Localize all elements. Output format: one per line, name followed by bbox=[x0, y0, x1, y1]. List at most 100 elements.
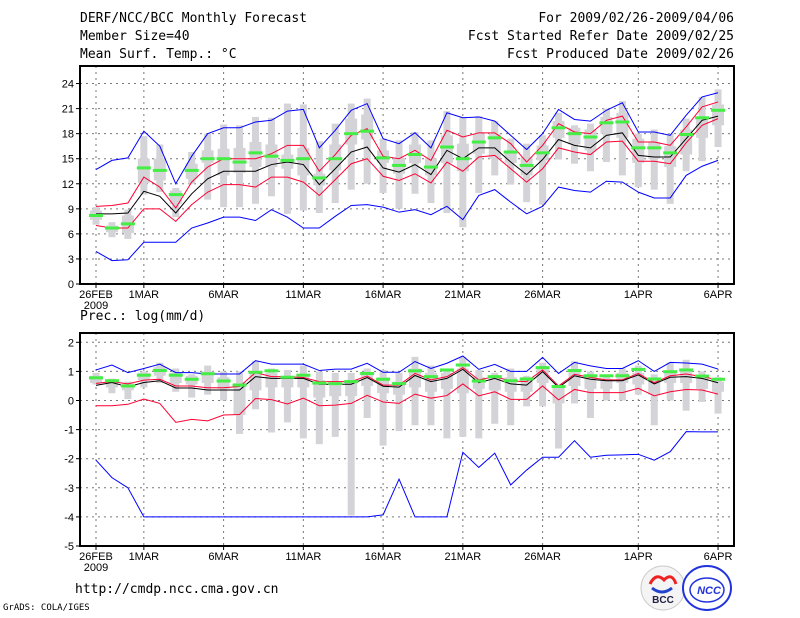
ensemble-range-bar bbox=[539, 362, 547, 407]
ensemble-range-bar bbox=[347, 103, 355, 190]
obs-mark bbox=[423, 165, 438, 169]
ensemble-box bbox=[265, 372, 278, 388]
ensemble-box bbox=[648, 142, 661, 159]
obs-mark bbox=[679, 368, 694, 372]
ensemble-range-bar bbox=[555, 387, 563, 449]
ensemble-range-bar bbox=[459, 356, 467, 437]
obs-mark bbox=[280, 158, 295, 162]
x-tick-label: 16MAR bbox=[365, 551, 402, 563]
ensemble-range-bar bbox=[427, 365, 435, 426]
x-tick-label: 1APR bbox=[624, 289, 653, 301]
obs-mark bbox=[328, 157, 343, 161]
x-tick-label: 26FEB bbox=[79, 289, 113, 301]
ensemble-box bbox=[440, 372, 453, 389]
x-tick-label: 1MAR bbox=[129, 289, 160, 301]
ensemble-range-bar bbox=[459, 116, 467, 228]
obs-mark bbox=[663, 370, 678, 374]
x-tick-label: 11MAR bbox=[285, 551, 321, 563]
obs-mark bbox=[695, 374, 710, 378]
x-year-label: 2009 bbox=[84, 562, 108, 574]
obs-mark bbox=[168, 193, 183, 197]
ensemble-box bbox=[488, 377, 501, 391]
obs-mark bbox=[392, 382, 407, 386]
ensemble-range-bar bbox=[443, 369, 451, 439]
y-tick-label: -1 bbox=[64, 425, 74, 437]
y-tick-label: 15 bbox=[62, 154, 74, 166]
ensemble-range-bar bbox=[411, 356, 419, 426]
obs-mark bbox=[599, 121, 614, 125]
obs-mark bbox=[551, 385, 566, 389]
x-tick-label: 26MAR bbox=[524, 289, 561, 301]
obs-mark bbox=[631, 146, 646, 150]
obs-mark bbox=[711, 377, 726, 381]
ensemble-box bbox=[361, 372, 374, 386]
obs-mark bbox=[535, 151, 550, 155]
ensemble-range-bar bbox=[299, 365, 307, 439]
ensemble-box bbox=[105, 380, 118, 388]
x-tick-label: 1MAR bbox=[129, 551, 160, 563]
y-tick-label: 0 bbox=[68, 396, 74, 408]
ensemble-box bbox=[169, 372, 182, 384]
obs-mark bbox=[423, 375, 438, 379]
obs-mark bbox=[567, 132, 582, 136]
ensemble-box bbox=[600, 378, 613, 389]
ensemble-range-bar bbox=[283, 369, 291, 423]
ensemble-range-bar bbox=[714, 377, 722, 414]
obs-mark bbox=[471, 140, 486, 144]
obs-mark bbox=[519, 163, 534, 167]
ensemble-box bbox=[648, 380, 661, 395]
obs-mark bbox=[328, 382, 343, 386]
x-tick-label: 1APR bbox=[624, 551, 653, 563]
ensemble-range-bar bbox=[363, 368, 371, 418]
ensemble-box bbox=[456, 368, 469, 394]
ensemble-range-bar bbox=[491, 372, 499, 424]
ensemble-box bbox=[233, 147, 246, 173]
y-tick-label: 2 bbox=[68, 337, 74, 349]
obs-mark bbox=[663, 151, 678, 155]
obs-mark bbox=[439, 145, 454, 149]
ensemble-box bbox=[201, 150, 214, 163]
obs-mark bbox=[152, 168, 167, 172]
obs-mark bbox=[296, 157, 311, 161]
obs-mark bbox=[344, 132, 359, 136]
x-year-label: 2009 bbox=[84, 300, 108, 312]
obs-mark bbox=[104, 379, 119, 383]
series-mean-line bbox=[95, 368, 719, 391]
footer-url[interactable]: http://cmdp.ncc.cma.gov.cn bbox=[75, 582, 279, 597]
series-lower-line bbox=[96, 383, 719, 423]
ensemble-box bbox=[488, 133, 501, 159]
obs-mark bbox=[535, 366, 550, 370]
x-tick-label: 26FEB bbox=[79, 551, 113, 563]
obs-mark bbox=[120, 384, 135, 388]
precipitation-chart: -5 -4 -3 -2 -1 0 1 2 26FEB 1MAR 6MAR 11MAR 16MAR 21MA… bbox=[64, 332, 735, 574]
series-lower-line bbox=[95, 118, 719, 229]
obs-mark bbox=[152, 369, 167, 373]
y-tick-label: 18 bbox=[62, 129, 74, 141]
x-tick-label: 11MAR bbox=[285, 289, 321, 301]
obs-mark bbox=[392, 163, 407, 167]
ensemble-range-bar bbox=[395, 372, 403, 432]
ensemble-box bbox=[616, 112, 629, 138]
obs-mark bbox=[264, 369, 279, 373]
obs-mark bbox=[551, 126, 566, 130]
obs-mark bbox=[455, 363, 470, 367]
ensemble-box bbox=[409, 368, 421, 388]
ensemble-box bbox=[249, 142, 262, 168]
bcc-logo-text: BCC bbox=[652, 595, 674, 606]
x-tick-label: 16MAR bbox=[365, 289, 402, 301]
obs-mark bbox=[439, 368, 454, 372]
ensemble-range-bar bbox=[539, 135, 547, 205]
produced-date: Fcst Produced Date 2009/02/26 bbox=[507, 47, 734, 62]
obs-mark bbox=[519, 377, 534, 381]
obs-mark bbox=[408, 153, 422, 157]
y-tick-label: 9 bbox=[68, 204, 74, 216]
obs-mark bbox=[264, 154, 279, 158]
series-max-line bbox=[95, 355, 719, 375]
obs-mark bbox=[360, 371, 375, 375]
obs-mark bbox=[695, 116, 710, 120]
obs-mark bbox=[136, 373, 151, 377]
ensemble-box bbox=[472, 133, 485, 154]
obs-mark bbox=[312, 176, 327, 180]
ensemble-range-bar bbox=[586, 371, 594, 418]
